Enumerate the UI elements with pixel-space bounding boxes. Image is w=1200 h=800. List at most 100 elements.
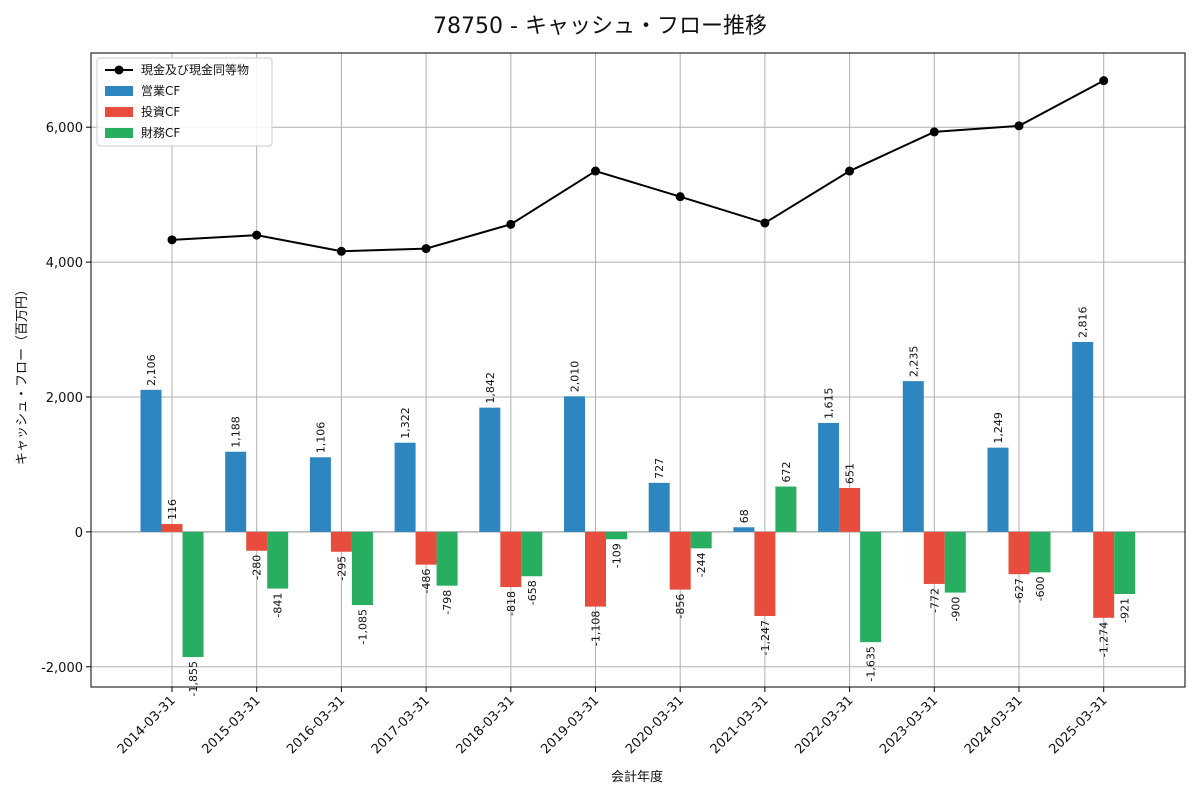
bar-investing [839, 487, 861, 532]
x-tick-label: 2018-03-31 [454, 693, 518, 757]
bar-investing [330, 531, 352, 552]
y-tick-label: 2,000 [46, 391, 83, 406]
bar-investing [754, 531, 776, 616]
data-label: 116 [166, 499, 179, 520]
bar-operating [479, 407, 501, 532]
data-label: -798 [441, 590, 454, 615]
cash-point [760, 218, 770, 228]
bar-investing [669, 531, 691, 590]
data-label: -244 [695, 552, 708, 577]
data-label: 1,249 [992, 412, 1005, 444]
data-label: 2,816 [1077, 306, 1090, 338]
plot-frame [90, 52, 1186, 688]
data-label: 2,010 [569, 361, 582, 393]
data-label: 1,842 [484, 372, 497, 404]
bar-financing [1114, 531, 1136, 594]
y-axis-label: キャッシュ・フロー（百万円） [15, 283, 30, 465]
cash-point [252, 230, 262, 240]
bar-financing [436, 531, 458, 586]
x-tick-label: 2019-03-31 [538, 693, 602, 757]
bar-investing [161, 524, 183, 532]
x-tick-label: 2022-03-31 [792, 693, 856, 757]
legend-label: 営業CF [141, 84, 180, 98]
legend-swatch-marker [114, 65, 124, 75]
data-label: 2,235 [907, 346, 920, 378]
bar-operating [309, 457, 331, 532]
bar-financing [606, 531, 627, 540]
bar-operating [733, 527, 755, 532]
x-tick-label: 2025-03-31 [1046, 693, 1110, 757]
data-label: -1,274 [1098, 622, 1111, 657]
data-label: -1,108 [590, 611, 603, 646]
data-label: -818 [505, 591, 518, 616]
data-label: -600 [1034, 576, 1047, 601]
data-label: -921 [1119, 598, 1132, 623]
cash-point [1099, 76, 1109, 86]
bar-financing [182, 531, 204, 657]
cash-point [167, 235, 177, 245]
bar-financing [944, 531, 966, 593]
data-label: -900 [949, 597, 962, 622]
cash-point [1014, 121, 1024, 131]
data-label: 672 [780, 462, 793, 483]
bar-operating [225, 451, 247, 532]
data-label: -1,855 [187, 661, 200, 696]
bar-layer [140, 341, 1136, 657]
x-tick-label: 2015-03-31 [199, 693, 263, 757]
bar-operating [140, 389, 162, 532]
x-tick-label: 2023-03-31 [877, 693, 941, 757]
bar-operating [818, 422, 840, 532]
data-label: 1,615 [823, 387, 836, 419]
x-tick-label: 2020-03-31 [623, 693, 687, 757]
bar-operating [1072, 341, 1094, 532]
cash-line [171, 79, 1105, 253]
data-label: -856 [674, 594, 687, 619]
x-tick-label: 2014-03-31 [115, 693, 179, 757]
data-label: 68 [738, 509, 751, 523]
data-label-layer: 2,106 1,188 1,106 1,322 1,842 2,010 727 68 1,615… [145, 306, 1132, 696]
y-tick-label: 4,000 [46, 256, 83, 271]
bar-operating [648, 482, 670, 532]
data-label: -658 [526, 580, 539, 605]
x-tick-label: 2021-03-31 [708, 693, 772, 757]
legend-box [96, 57, 273, 147]
data-label: -295 [335, 556, 348, 581]
cash-point [675, 192, 685, 202]
bar-investing [500, 531, 522, 588]
legend-swatch-bar [105, 86, 133, 96]
data-label: -627 [1013, 578, 1026, 603]
data-label: 1,106 [314, 422, 327, 454]
bar-investing [585, 531, 606, 607]
data-label: -280 [251, 555, 264, 580]
bar-investing [246, 531, 268, 551]
legend-label: 投資CF [141, 104, 180, 119]
bar-financing [860, 531, 882, 643]
y-tick-label: 0 [75, 526, 83, 541]
data-label: -486 [420, 569, 433, 594]
line-layer [167, 76, 1109, 256]
data-label: 2,106 [145, 354, 158, 386]
data-label: -772 [928, 588, 941, 613]
legend-swatch-bar [105, 107, 133, 117]
bar-financing [690, 531, 712, 549]
y-tick-label: -2,000 [41, 661, 83, 676]
data-label: -841 [272, 593, 285, 618]
chart-title: 78750 - キャッシュ・フロー推移 [433, 14, 767, 39]
data-label: 1,322 [399, 407, 412, 439]
x-tick-label: 2024-03-31 [962, 693, 1026, 757]
bar-investing [1008, 531, 1030, 575]
bar-operating [902, 381, 924, 532]
y-tick-label: 6,000 [46, 121, 83, 136]
bar-investing [1093, 531, 1115, 618]
cash-point [421, 244, 431, 254]
cash-point [591, 166, 600, 176]
data-label: -1,247 [759, 620, 772, 655]
data-label: 651 [844, 463, 857, 484]
data-label: -1,635 [865, 646, 878, 681]
data-label: 727 [653, 458, 666, 479]
data-label: -1,085 [356, 609, 369, 644]
cash-point [506, 219, 516, 229]
bar-operating [564, 396, 585, 532]
bar-investing [923, 531, 945, 584]
